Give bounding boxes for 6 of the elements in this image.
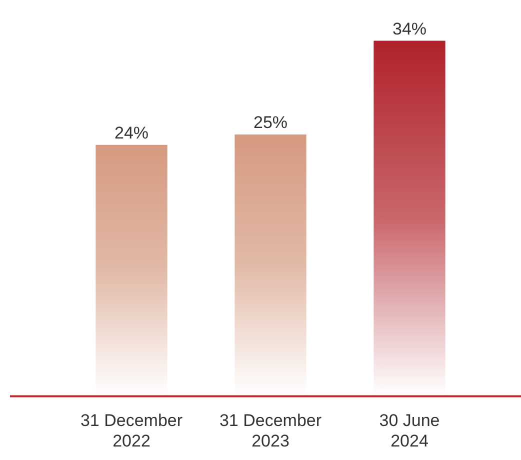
x-tick-label: 31 December 2022 [80, 411, 183, 450]
data-label: 25% [253, 113, 288, 132]
data-label: 34% [392, 19, 427, 38]
x-tick-label: 31 December 2023 [219, 411, 322, 450]
data-label: 24% [114, 123, 149, 142]
x-tick-label: 30 June 2024 [379, 411, 440, 450]
